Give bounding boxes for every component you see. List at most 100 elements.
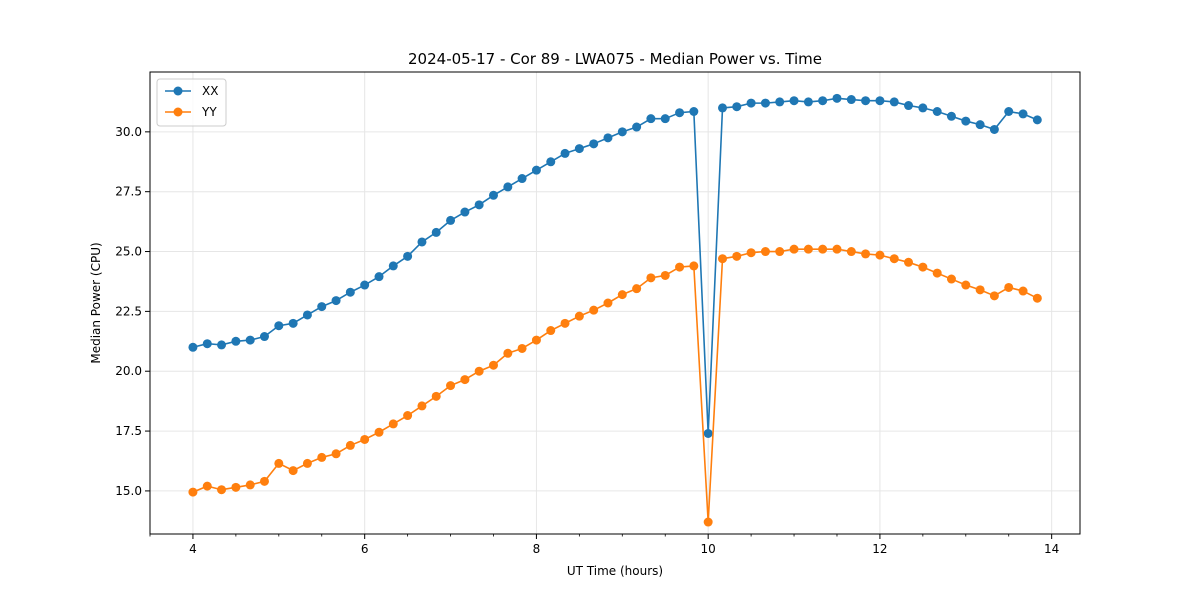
data-point-yy	[847, 247, 856, 256]
x-tick-label: 10	[701, 542, 716, 556]
data-point-xx	[460, 208, 469, 217]
data-point-xx	[661, 114, 670, 123]
data-point-xx	[260, 332, 269, 341]
data-point-yy	[1004, 283, 1013, 292]
data-point-xx	[303, 310, 312, 319]
data-point-xx	[332, 296, 341, 305]
data-point-xx	[961, 117, 970, 126]
data-point-yy	[618, 290, 627, 299]
data-point-yy	[389, 419, 398, 428]
data-point-xx	[790, 96, 799, 105]
data-point-yy	[231, 483, 240, 492]
data-point-yy	[475, 367, 484, 376]
data-point-xx	[489, 191, 498, 200]
data-point-xx	[775, 97, 784, 106]
data-point-yy	[289, 466, 298, 475]
legend-marker-xx	[174, 87, 183, 96]
data-point-yy	[732, 252, 741, 261]
data-point-yy	[632, 284, 641, 293]
data-point-xx	[589, 139, 598, 148]
data-point-yy	[689, 261, 698, 270]
y-tick-label: 30.0	[115, 125, 142, 139]
data-point-xx	[203, 339, 212, 348]
x-tick-label: 8	[533, 542, 541, 556]
data-point-xx	[832, 94, 841, 103]
data-point-xx	[618, 127, 627, 136]
data-point-yy	[274, 459, 283, 468]
y-tick-label: 15.0	[115, 484, 142, 498]
data-point-yy	[818, 245, 827, 254]
data-point-xx	[818, 96, 827, 105]
data-point-xx	[1004, 107, 1013, 116]
data-point-xx	[403, 252, 412, 261]
data-point-xx	[246, 336, 255, 345]
x-axis-label: UT Time (hours)	[567, 564, 663, 578]
data-point-xx	[475, 200, 484, 209]
data-point-xx	[990, 125, 999, 134]
data-point-xx	[346, 288, 355, 297]
data-point-xx	[747, 99, 756, 108]
data-point-yy	[317, 453, 326, 462]
data-point-yy	[804, 245, 813, 254]
x-tick-label: 12	[872, 542, 887, 556]
data-point-xx	[718, 103, 727, 112]
data-point-yy	[1033, 294, 1042, 303]
data-point-xx	[904, 101, 913, 110]
data-point-xx	[231, 337, 240, 346]
data-point-yy	[518, 344, 527, 353]
data-point-yy	[832, 245, 841, 254]
data-point-xx	[188, 343, 197, 352]
data-point-xx	[761, 99, 770, 108]
data-point-yy	[188, 488, 197, 497]
data-point-yy	[775, 247, 784, 256]
data-point-xx	[561, 149, 570, 158]
data-point-xx	[274, 321, 283, 330]
data-point-xx	[675, 108, 684, 117]
data-point-xx	[389, 261, 398, 270]
x-tick-label: 6	[361, 542, 369, 556]
data-point-xx	[947, 112, 956, 121]
data-point-yy	[589, 306, 598, 315]
data-point-yy	[761, 247, 770, 256]
data-point-xx	[360, 281, 369, 290]
data-point-yy	[460, 375, 469, 384]
data-point-yy	[575, 312, 584, 321]
data-point-yy	[790, 245, 799, 254]
data-point-yy	[217, 485, 226, 494]
data-point-yy	[904, 258, 913, 267]
line-chart: 4 6 8 10 12 1415.017.520.022.525.027.530.0 20…	[0, 0, 1200, 600]
data-point-yy	[360, 435, 369, 444]
chart-title: 2024-05-17 - Cor 89 - LWA075 - Median Po…	[408, 50, 822, 68]
y-tick-label: 27.5	[115, 185, 142, 199]
data-point-xx	[546, 157, 555, 166]
data-point-yy	[718, 254, 727, 263]
data-point-yy	[646, 273, 655, 282]
data-point-xx	[1019, 109, 1028, 118]
data-point-yy	[432, 392, 441, 401]
legend-marker-yy	[174, 108, 183, 117]
data-point-xx	[704, 429, 713, 438]
data-point-xx	[375, 272, 384, 281]
data-point-xx	[933, 107, 942, 116]
data-point-yy	[446, 381, 455, 390]
y-tick-label: 25.0	[115, 245, 142, 259]
data-point-xx	[861, 96, 870, 105]
legend-label-yy: YY	[201, 105, 217, 119]
data-point-yy	[890, 254, 899, 263]
data-point-yy	[675, 263, 684, 272]
data-point-yy	[976, 285, 985, 294]
data-point-yy	[203, 482, 212, 491]
data-point-xx	[875, 96, 884, 105]
data-point-xx	[890, 97, 899, 106]
data-point-yy	[332, 449, 341, 458]
y-tick-label: 17.5	[115, 424, 142, 438]
data-point-xx	[532, 166, 541, 175]
data-point-yy	[918, 263, 927, 272]
data-point-xx	[432, 228, 441, 237]
legend-label-xx: XX	[202, 84, 218, 98]
data-point-yy	[961, 281, 970, 290]
data-point-yy	[489, 361, 498, 370]
data-point-xx	[603, 133, 612, 142]
data-point-xx	[217, 340, 226, 349]
data-point-xx	[1033, 115, 1042, 124]
